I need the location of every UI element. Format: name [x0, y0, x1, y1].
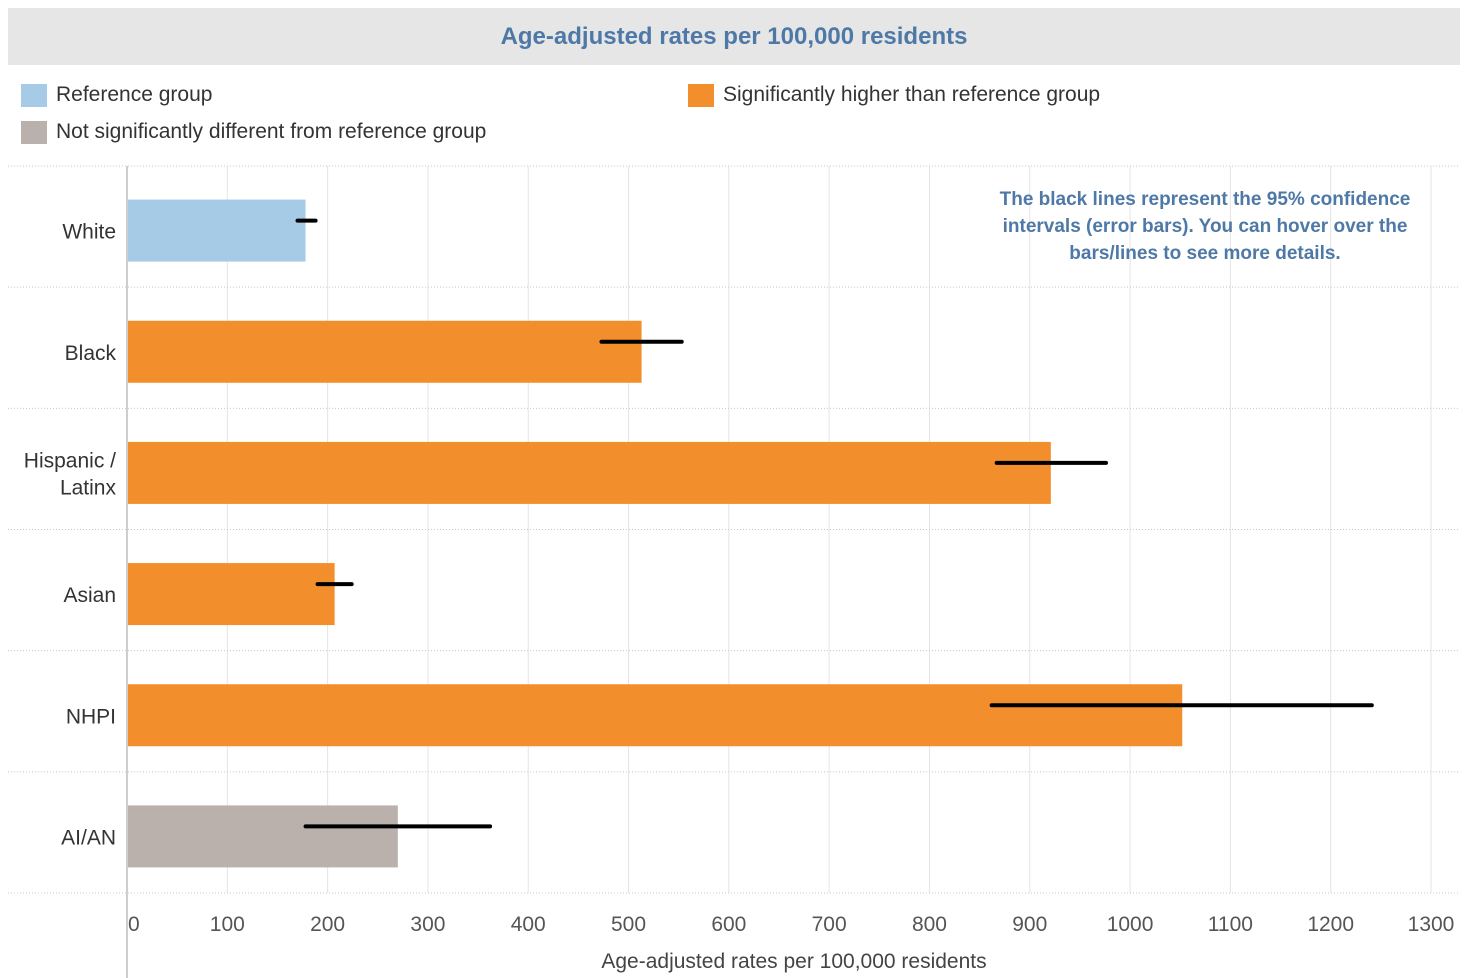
legend-label-significantly-higher: Significantly higher than reference grou… — [723, 83, 1101, 106]
x-tick-label: 1300 — [1408, 913, 1455, 936]
x-tick-label: 100 — [210, 913, 245, 936]
legend-item-significantly-higher[interactable]: Significantly higher than reference grou… — [688, 83, 1100, 107]
x-tick-label: 200 — [310, 913, 345, 936]
legend-label-not-significant: Not significantly different from referen… — [56, 120, 487, 143]
category-label: Black — [65, 342, 117, 365]
legend-label-reference: Reference group — [56, 83, 213, 106]
x-tick-label: 1100 — [1208, 913, 1253, 936]
category-label: Hispanic / — [24, 449, 116, 472]
x-tick-label: 800 — [912, 913, 947, 936]
bar-nhpi[interactable] — [128, 684, 1183, 747]
x-axis-label: Age-adjusted rates per 100,000 residents — [601, 950, 986, 973]
x-tick-label: 1000 — [1107, 913, 1154, 936]
legend-swatch-significantly-higher — [688, 83, 714, 107]
bar-black[interactable] — [128, 320, 642, 383]
chart-title-bar: Age-adjusted rates per 100,000 residents — [8, 8, 1460, 65]
chart-title: Age-adjusted rates per 100,000 residents — [500, 22, 968, 50]
x-tick-label: 600 — [711, 913, 746, 936]
bar-asian[interactable] — [128, 563, 335, 626]
x-tick-label: 400 — [511, 913, 546, 936]
x-tick-label: 500 — [611, 913, 646, 936]
category-label: Latinx — [60, 476, 117, 499]
x-tick-label: 0 — [128, 913, 140, 936]
legend-swatch-not-significant — [21, 120, 47, 144]
x-tick-label: 300 — [410, 913, 445, 936]
x-tick-label: 1200 — [1307, 913, 1354, 936]
legend-swatch-reference — [21, 83, 47, 107]
bar-white[interactable] — [128, 199, 306, 262]
category-label: AI/AN — [61, 826, 116, 849]
bar-hispanic-latinx[interactable] — [128, 441, 1051, 504]
x-tick-label: 700 — [812, 913, 847, 936]
category-label: Asian — [63, 584, 116, 607]
x-tick-label: 900 — [1012, 913, 1047, 936]
bar-ai-an[interactable] — [128, 805, 398, 868]
category-label: NHPI — [66, 705, 116, 728]
legend-item-reference[interactable]: Reference group — [21, 83, 212, 107]
legend-item-not-significant[interactable]: Not significantly different from referen… — [21, 120, 486, 144]
category-label: White — [62, 221, 116, 244]
error-bar-note: The black lines represent the 95% confid… — [999, 189, 1411, 264]
